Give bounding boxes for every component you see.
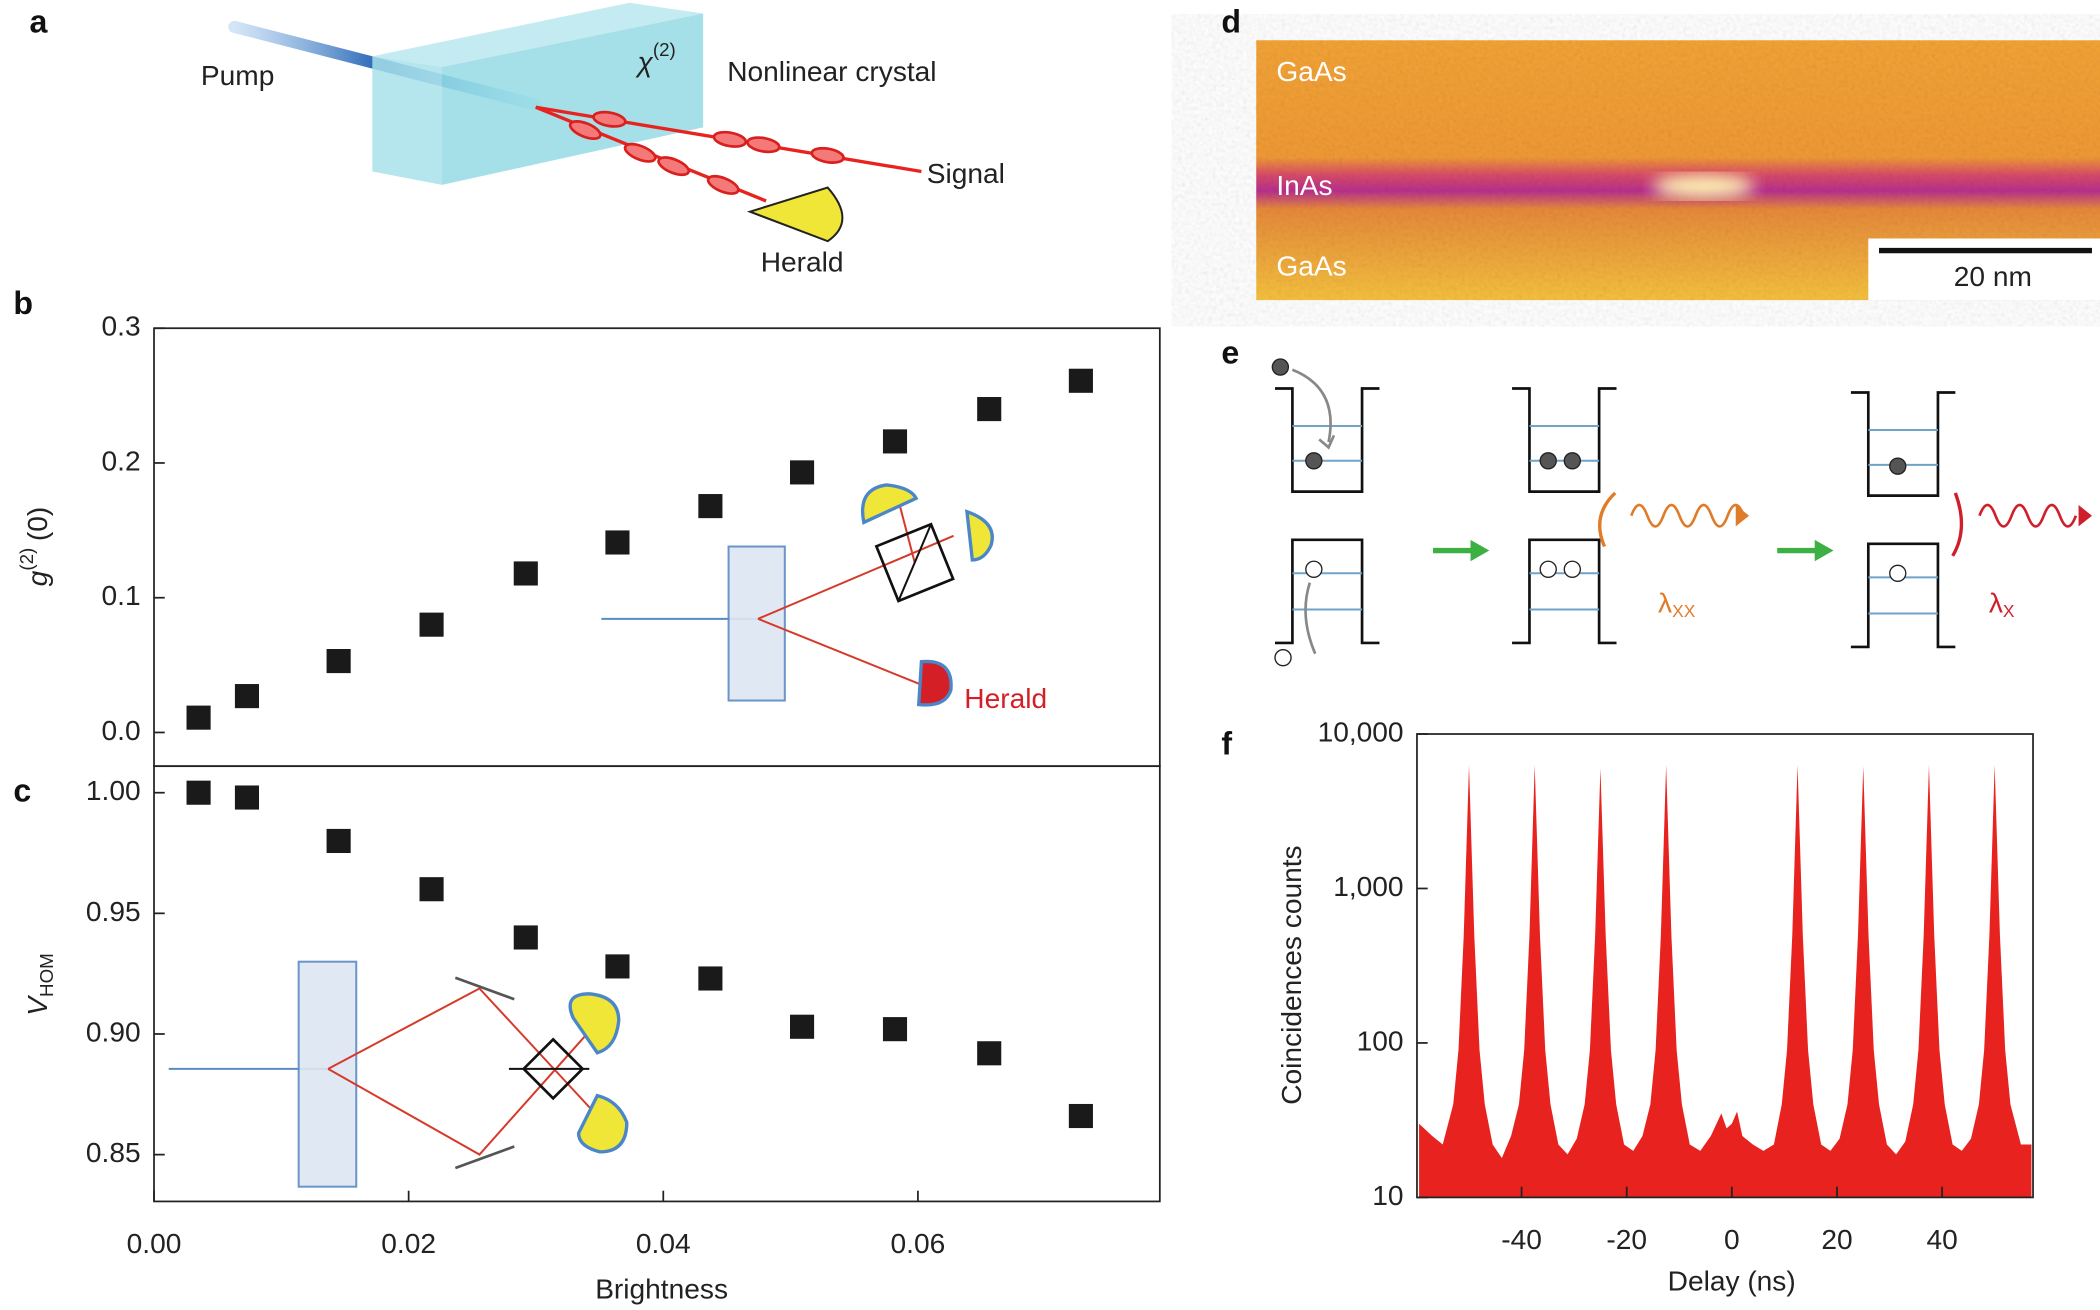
label: Pump	[201, 60, 274, 91]
crystal-side	[441, 13, 704, 185]
herald-detector	[746, 186, 844, 243]
state-1	[1271, 358, 1380, 667]
y-tick-label: 1.00	[86, 775, 141, 806]
y-tick-label: 1,000	[1333, 871, 1403, 902]
y-tick-label: 0.3	[102, 311, 141, 342]
y-axis-label: Coincidences counts	[1276, 845, 1307, 1104]
x-tick-label: 0.06	[891, 1228, 946, 1259]
marker	[419, 612, 444, 637]
x-tick-label: -40	[1501, 1224, 1542, 1255]
photon-xx	[1629, 503, 1746, 528]
marker	[234, 684, 260, 709]
x-tick-label: 0	[1724, 1224, 1740, 1255]
panel-label: d	[1221, 4, 1241, 40]
transition-arrow	[1598, 491, 1617, 548]
y-tick-label: 0.1	[102, 580, 141, 611]
marker	[605, 954, 630, 979]
photon-x	[1978, 503, 2078, 528]
label: InAs	[1276, 170, 1332, 201]
arrow-head	[2078, 505, 2092, 527]
marker	[882, 429, 908, 454]
plot-frame	[153, 327, 1161, 768]
marker	[605, 530, 630, 555]
marker	[1068, 368, 1093, 393]
chart: 1.00 0.95 0.90 0.85 0.00 0.02 0.04 0.06	[86, 765, 1161, 1259]
label: λXX	[1658, 588, 1696, 621]
label: λX	[1989, 588, 2015, 621]
x-tick-label: -20	[1606, 1224, 1647, 1255]
state-2	[1512, 387, 1617, 645]
x-axis-label: Brightness	[595, 1274, 728, 1305]
green-arrows	[1433, 539, 1834, 562]
marker	[513, 561, 538, 586]
y-tick-label: 0.85	[86, 1137, 141, 1168]
marker	[977, 397, 1002, 422]
marker	[698, 494, 723, 519]
marker	[1068, 1103, 1093, 1129]
marker	[326, 649, 351, 674]
photon-pairs	[568, 110, 845, 195]
x-tick-label: 20	[1821, 1224, 1852, 1255]
marker	[790, 1014, 815, 1039]
label: χ(2)	[635, 39, 676, 78]
marker	[513, 925, 538, 950]
marker	[790, 460, 815, 485]
x-tick-label: 0.00	[127, 1228, 182, 1259]
x-tick-label: 0.04	[636, 1228, 691, 1259]
state-3	[1850, 391, 1956, 649]
panel-label: c	[13, 772, 31, 808]
inset-b: Herald	[601, 483, 1047, 714]
annotation: Herald	[964, 683, 1047, 714]
y-tick-label: 0.90	[86, 1016, 141, 1047]
x-tick-label: 0.02	[381, 1228, 436, 1259]
marker	[977, 1041, 1002, 1066]
x-tick-label: 40	[1926, 1224, 1957, 1255]
y-tick-label: 0.95	[86, 896, 141, 927]
label: GaAs	[1276, 250, 1346, 281]
panel-label: b	[13, 285, 33, 321]
panel-label: e	[1221, 334, 1239, 370]
marker	[186, 780, 211, 805]
marker	[698, 966, 723, 991]
arrow-head	[1735, 505, 1750, 527]
y-tick-label: 100	[1357, 1025, 1404, 1056]
label: 20 nm	[1954, 261, 2032, 292]
label: Herald	[761, 246, 844, 277]
label: Signal	[927, 158, 1005, 189]
chart: 10 100 1,000 10,000 -40 -20 0 20 40	[1318, 716, 2034, 1255]
panel-label: f	[1221, 726, 1232, 762]
marker	[326, 828, 351, 854]
label: GaAs	[1276, 56, 1346, 87]
marker	[186, 705, 211, 730]
crystal-top	[372, 2, 704, 68]
label: Nonlinear crystal	[727, 56, 936, 87]
y-tick-label: 0.0	[102, 715, 141, 746]
plot-frame	[1416, 733, 2034, 1199]
y-tick-label: 0.2	[102, 445, 141, 476]
crystal-front	[372, 56, 442, 185]
y-tick-label: 10	[1372, 1180, 1403, 1211]
x-axis-label: Delay (ns)	[1668, 1266, 1796, 1297]
y-axis-label: VHOM	[23, 953, 58, 1015]
y-axis-label: g(2)(0)	[16, 507, 54, 587]
y-tick-label: 10,000	[1318, 716, 1404, 747]
image-d: 20 nm GaAs InAs GaAs	[1256, 40, 2100, 301]
diagram-a: Pump χ(2) Nonlinear crystal Signal Heral…	[201, 2, 1005, 277]
transition-arrow	[1951, 492, 1964, 557]
marker	[419, 877, 444, 902]
marker	[234, 785, 260, 810]
area	[1419, 765, 2032, 1198]
chart: 0.0 0.1 0.2 0.3	[102, 311, 1161, 768]
diagram-e: λXX λX	[1271, 358, 2092, 667]
marker	[882, 1017, 908, 1042]
panel-label: a	[29, 4, 48, 40]
inset-c	[168, 960, 629, 1188]
dot	[1652, 174, 1755, 199]
